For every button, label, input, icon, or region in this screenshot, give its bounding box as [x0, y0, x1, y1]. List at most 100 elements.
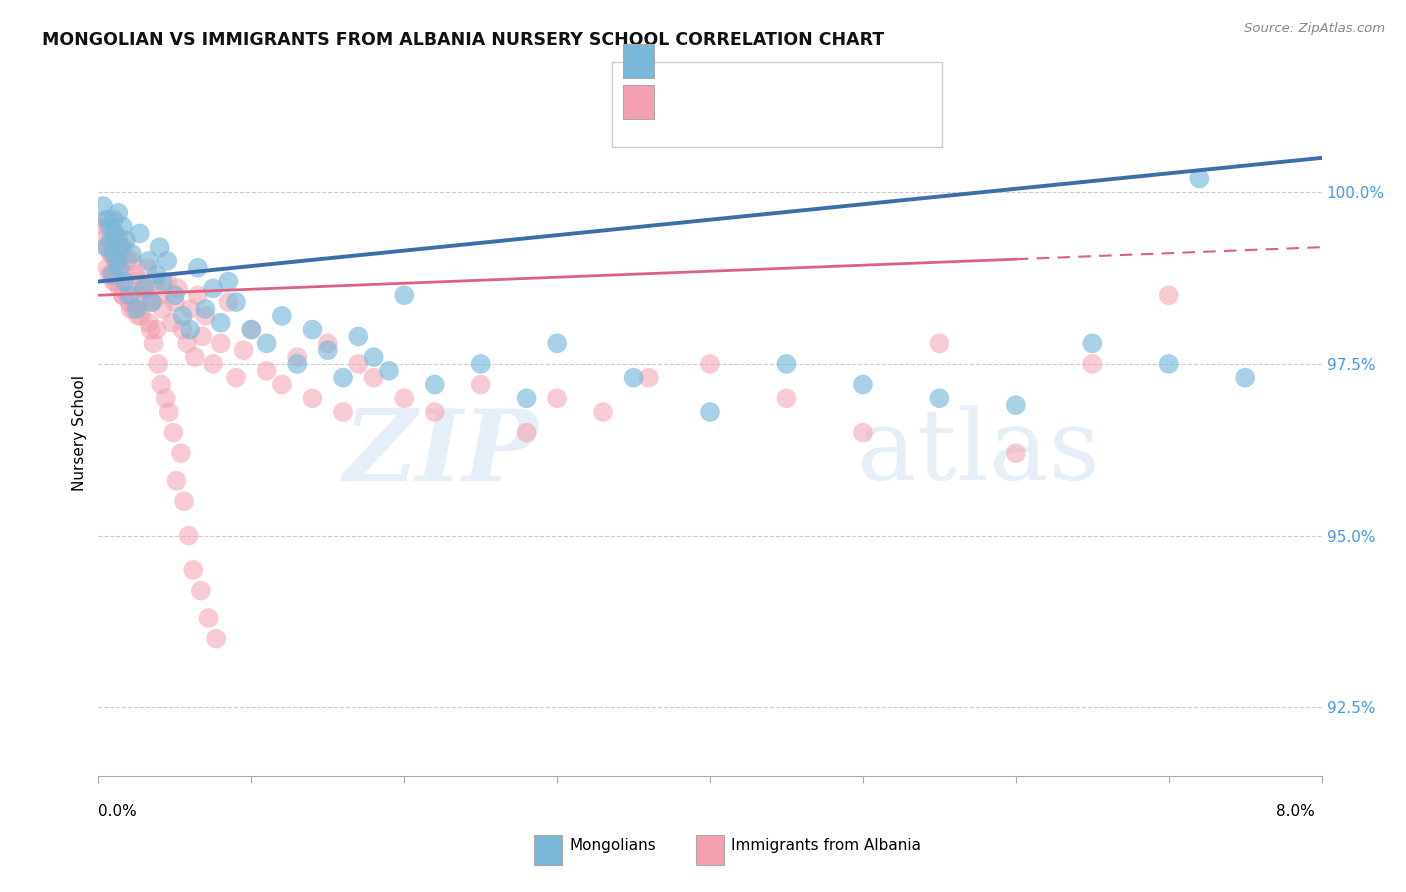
Point	[97, 212, 120, 227]
Point	[155, 391, 177, 405]
Point	[111, 288, 134, 302]
Point	[127, 309, 149, 323]
Text: 8.0%: 8.0%	[1275, 805, 1315, 819]
Point	[107, 233, 129, 247]
Text: Immigrants from Albania: Immigrants from Albania	[731, 838, 921, 854]
Point	[156, 253, 179, 268]
Point	[301, 391, 323, 405]
Point	[852, 425, 875, 440]
Point	[111, 288, 134, 302]
Point	[332, 405, 354, 419]
Point	[347, 357, 370, 371]
Point	[285, 357, 308, 371]
Point	[928, 391, 950, 405]
Point	[190, 583, 212, 598]
Point	[423, 377, 446, 392]
Point	[270, 377, 294, 392]
Point	[170, 446, 193, 460]
Point	[100, 233, 122, 247]
Point	[256, 336, 278, 351]
Point	[104, 227, 127, 241]
Point	[138, 253, 160, 268]
Point	[1081, 357, 1104, 371]
Point	[101, 247, 124, 261]
Point	[1234, 370, 1257, 384]
Point	[134, 281, 156, 295]
Point	[118, 295, 141, 310]
Point	[1081, 336, 1104, 351]
Point	[141, 295, 163, 310]
Point	[163, 288, 186, 302]
Point	[176, 336, 198, 351]
Point	[363, 370, 385, 384]
Text: 0.0%: 0.0%	[98, 805, 138, 819]
Point	[122, 301, 145, 316]
Point	[172, 309, 194, 323]
Point	[118, 288, 141, 302]
Point	[515, 391, 537, 405]
Point	[110, 247, 132, 261]
Point	[363, 350, 385, 364]
Point	[392, 391, 416, 405]
Point	[121, 253, 143, 268]
Point	[162, 425, 184, 440]
Point	[165, 474, 187, 488]
Point	[145, 268, 167, 282]
Point	[128, 227, 150, 241]
Text: Mongolians: Mongolians	[569, 838, 657, 854]
Point	[225, 295, 247, 310]
Point	[93, 219, 115, 234]
Point	[136, 260, 159, 275]
Point	[256, 364, 278, 378]
Point	[179, 322, 201, 336]
Point	[187, 260, 209, 275]
Point	[91, 199, 114, 213]
Point	[173, 494, 195, 508]
Point	[217, 275, 239, 289]
Text: MONGOLIAN VS IMMIGRANTS FROM ALBANIA NURSERY SCHOOL CORRELATION CHART: MONGOLIAN VS IMMIGRANTS FROM ALBANIA NUR…	[42, 31, 884, 49]
Point	[592, 405, 614, 419]
Point	[285, 350, 308, 364]
Point	[515, 425, 537, 440]
Point	[470, 357, 492, 371]
Point	[240, 322, 263, 336]
Point	[121, 247, 143, 261]
Point	[145, 322, 167, 336]
Point	[103, 212, 125, 227]
Point	[142, 336, 165, 351]
Point	[152, 275, 174, 289]
Point	[172, 322, 194, 336]
Point	[347, 329, 370, 343]
Text: atlas: atlas	[856, 405, 1099, 501]
Point	[111, 219, 134, 234]
Point	[301, 322, 323, 336]
Point	[108, 260, 131, 275]
Point	[156, 275, 179, 289]
Text: R = 0.341   N = 61: R = 0.341 N = 61	[665, 70, 823, 87]
Point	[91, 233, 114, 247]
Point	[167, 281, 190, 295]
Point	[316, 343, 339, 358]
Point	[160, 316, 183, 330]
Point	[209, 316, 232, 330]
Point	[94, 240, 117, 254]
Point	[1004, 398, 1026, 412]
Point	[97, 260, 120, 275]
Point	[194, 309, 217, 323]
Point	[104, 275, 127, 289]
Point	[120, 301, 142, 316]
Point	[852, 377, 875, 392]
Point	[146, 357, 169, 371]
Point	[134, 281, 156, 295]
Point	[101, 268, 124, 282]
Point	[332, 370, 354, 384]
Point	[149, 288, 172, 302]
Point	[232, 343, 254, 358]
Point	[152, 301, 174, 316]
Point	[1157, 288, 1180, 302]
Point	[1157, 357, 1180, 371]
Point	[117, 253, 139, 268]
Point	[94, 212, 117, 227]
Point	[103, 247, 125, 261]
Point	[197, 611, 219, 625]
